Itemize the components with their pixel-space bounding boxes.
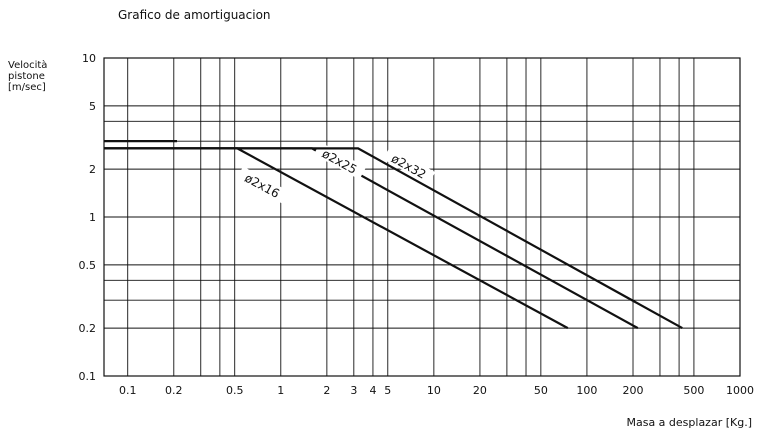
y-axis-label-line-1: Velocità: [8, 60, 48, 71]
y-tick-label: 2: [89, 163, 96, 176]
series-label: ø2x25: [320, 147, 359, 177]
series-label: ø2x16: [242, 171, 282, 201]
x-tick-label: 20: [473, 384, 487, 397]
x-tick-label: 0.5: [226, 384, 244, 397]
x-tick-label: 10: [427, 384, 441, 397]
x-tick-label: 2: [323, 384, 330, 397]
x-tick-label: 50: [534, 384, 548, 397]
y-tick-label: 10: [82, 52, 96, 65]
x-tick-label: 4: [369, 384, 376, 397]
y-axis-label-line-2: pistone: [8, 71, 45, 82]
x-axis-label: Masa a desplazar [Kg.]: [626, 416, 752, 429]
y-tick-label: 0.5: [79, 259, 97, 272]
chart-title: Grafico de amortiguacion: [118, 8, 271, 22]
x-tick-label: 1: [277, 384, 284, 397]
series-label-background: [313, 142, 367, 180]
y-axis-label-line-3: [m/sec]: [8, 82, 46, 93]
series-line: [104, 147, 639, 330]
series-label-background: [383, 146, 436, 185]
y-tick-label: 5: [89, 100, 96, 113]
x-tick-label: 100: [576, 384, 597, 397]
x-tick-label: 500: [683, 384, 704, 397]
x-tick-label: 5: [384, 384, 391, 397]
x-tick-label: 1000: [726, 384, 754, 397]
series-label-background: [236, 166, 289, 204]
y-tick-label: 1: [89, 211, 96, 224]
x-tick-label: 0.1: [119, 384, 137, 397]
y-tick-label: 0.2: [79, 322, 97, 335]
series-line: [104, 147, 683, 330]
x-tick-label: 0.2: [165, 384, 183, 397]
y-axis-label: Velocità pistone [m/sec]: [8, 60, 60, 93]
y-tick-label: 0.1: [79, 370, 97, 383]
x-tick-label: 200: [623, 384, 644, 397]
x-tick-label: 3: [350, 384, 357, 397]
